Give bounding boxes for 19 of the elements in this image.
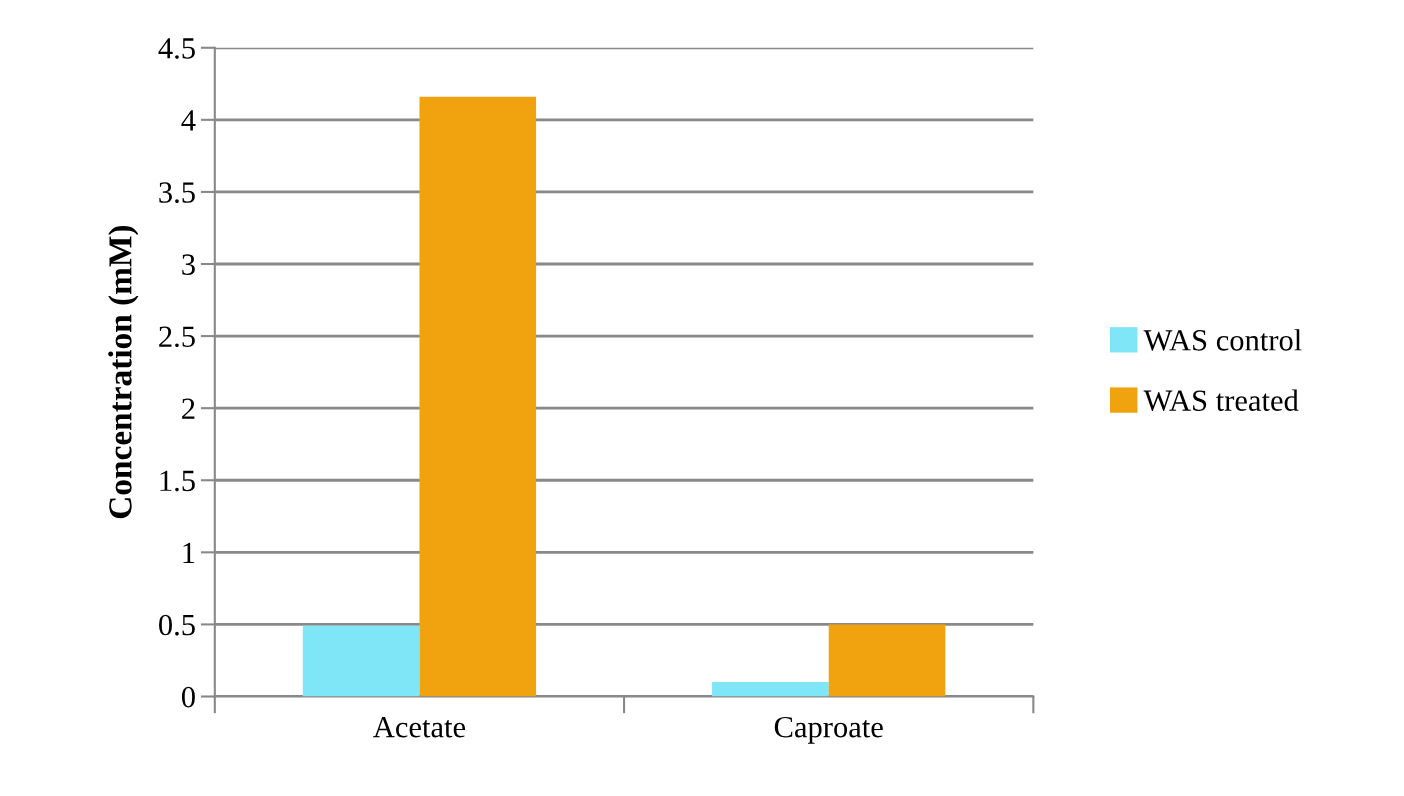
y-tick-label: 2.5 xyxy=(159,326,195,348)
bar xyxy=(302,625,420,697)
y-axis-title: Concentration (mM) xyxy=(108,225,139,519)
y-tick-label: 2 xyxy=(182,398,195,419)
y-tick-label: 4 xyxy=(181,110,196,131)
y-tick-label: 4.5 xyxy=(158,38,195,59)
y-tick-label: 1.5 xyxy=(160,470,195,492)
bar xyxy=(712,682,829,697)
legend-label: WAS control xyxy=(1143,329,1302,351)
x-tick-label: Caproate xyxy=(774,716,883,744)
legend-label: WAS treated xyxy=(1143,389,1299,412)
y-tick-label: 3 xyxy=(182,254,195,275)
y-tick-label: 1 xyxy=(183,542,195,563)
x-tick-label: Acetate xyxy=(373,716,466,738)
y-tick-label: 3.5 xyxy=(159,182,195,203)
bar xyxy=(828,624,946,697)
y-tick-label: 0.5 xyxy=(159,614,195,636)
y-tick-label: 0 xyxy=(181,686,195,708)
bar xyxy=(419,96,537,697)
